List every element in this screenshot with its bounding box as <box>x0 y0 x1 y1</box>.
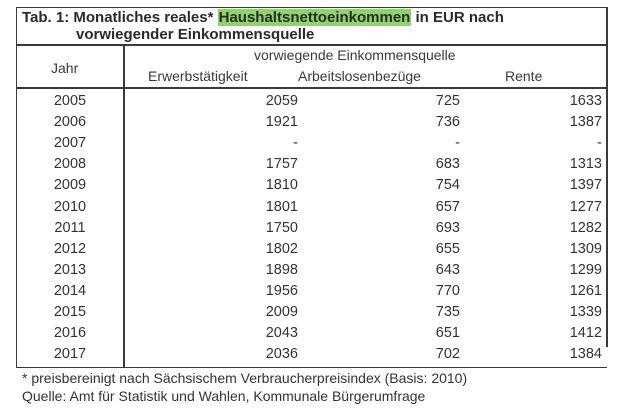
header-divider <box>16 87 607 89</box>
cell-erwerbstaetigkeit: 1898 <box>265 261 298 278</box>
cell-erwerbstaetigkeit: 1802 <box>265 240 298 257</box>
table-right-border <box>606 7 608 347</box>
cell-arbeitslosenbezuege: 702 <box>435 346 460 363</box>
cell-erwerbstaetigkeit: - <box>293 135 298 152</box>
cell-arbeitslosenbezuege: 651 <box>435 325 460 342</box>
cell-erwerbstaetigkeit: 2043 <box>265 325 298 342</box>
footnote-price-adjusted: * preisbereinigt nach Sächsischem Verbra… <box>22 370 468 386</box>
table-row: 2009 1810 754 1397 <box>16 176 607 195</box>
cell-year: 2011 <box>54 219 86 236</box>
cell-rente: 1277 <box>569 198 602 215</box>
cell-year: 2005 <box>53 93 87 109</box>
footnote-source: Quelle: Amt für Statistik und Wahlen, Ko… <box>22 388 426 404</box>
cell-rente: 1309 <box>569 240 602 257</box>
cell-arbeitslosenbezuege: 693 <box>435 219 460 236</box>
table-row: 2012 1802 655 1309 <box>16 240 607 259</box>
cell-arbeitslosenbezuege: 643 <box>435 261 460 278</box>
header-rente: Rente <box>505 68 543 84</box>
cell-arbeitslosenbezuege: 725 <box>435 93 460 109</box>
title-highlight: Haushaltsnettoeinkommen <box>217 9 412 26</box>
cell-year: 2015 <box>53 304 87 320</box>
cell-year: 2017 <box>53 346 87 363</box>
cell-arbeitslosenbezuege: 754 <box>435 177 460 194</box>
cell-arbeitslosenbezuege: 657 <box>435 198 460 215</box>
cell-rente: 1299 <box>569 261 602 278</box>
title-prefix: Tab. 1: Monatliches reales* <box>22 9 218 26</box>
title-line2: vorwiegender Einkommensquelle <box>76 26 315 43</box>
cell-erwerbstaetigkeit: 2036 <box>265 346 298 363</box>
title-divider <box>16 44 607 46</box>
cell-erwerbstaetigkeit: 2059 <box>265 93 298 109</box>
cell-year: 2010 <box>53 198 87 215</box>
cell-year: 2009 <box>53 177 87 194</box>
table-row: 2008 1757 683 1313 <box>16 155 607 174</box>
cell-rente: 1339 <box>569 304 602 320</box>
table-row: 2010 1801 657 1277 <box>16 198 607 217</box>
cell-rente: 1384 <box>569 346 602 363</box>
cell-erwerbstaetigkeit: 1810 <box>265 177 298 194</box>
header-year: Jahr <box>51 60 79 76</box>
table-row: 2011 1750 693 1282 <box>16 219 607 238</box>
cell-rente: 1633 <box>569 93 602 109</box>
cell-erwerbstaetigkeit: 2009 <box>265 304 298 320</box>
cell-arbeitslosenbezuege: 735 <box>435 304 460 320</box>
header-group: vorwiegende Einkommensquelle <box>254 47 456 63</box>
table-row: 2017 2036 702 1384 <box>16 345 607 364</box>
cell-rente: - <box>597 135 602 152</box>
cell-year: 2008 <box>53 156 87 173</box>
cell-arbeitslosenbezuege: 770 <box>435 282 460 299</box>
cell-erwerbstaetigkeit: 1757 <box>265 156 298 173</box>
cell-year: 2016 <box>53 325 87 342</box>
cell-rente: 1387 <box>569 114 602 131</box>
cell-rente: 1412 <box>569 325 602 342</box>
table-row: 2015 2009 735 1339 <box>16 303 607 322</box>
table-row: 2005 2059 725 1633 <box>16 92 607 111</box>
cell-rente: 1261 <box>569 282 602 299</box>
cell-year: 2012 <box>53 240 87 257</box>
year-column-divider <box>123 44 125 368</box>
cell-rente: 1282 <box>569 219 602 236</box>
title-suffix: in EUR nach <box>411 9 504 26</box>
cell-rente: 1313 <box>569 156 602 173</box>
table-row: 2014 1956 770 1261 <box>16 282 607 301</box>
cell-erwerbstaetigkeit: 1956 <box>265 282 298 299</box>
cell-arbeitslosenbezuege: - <box>455 135 460 152</box>
cell-year: 2013 <box>53 261 87 278</box>
cell-arbeitslosenbezuege: 736 <box>435 114 460 131</box>
cell-erwerbstaetigkeit: 1801 <box>265 198 298 215</box>
table-row: 2013 1898 643 1299 <box>16 261 607 280</box>
cell-arbeitslosenbezuege: 683 <box>435 156 460 173</box>
table-frame <box>16 7 607 368</box>
cell-year: 2007 <box>53 135 87 152</box>
header-erwerbstaetigkeit: Erwerbstätigkeit <box>148 68 248 84</box>
cell-arbeitslosenbezuege: 655 <box>435 240 460 257</box>
cell-year: 2014 <box>53 282 87 299</box>
table-row: 2016 2043 651 1412 <box>16 324 607 343</box>
cell-year: 2006 <box>53 114 87 131</box>
header-arbeitslosenbezuege: Arbeitslosenbezüge <box>298 68 421 84</box>
cell-erwerbstaetigkeit: 1921 <box>265 114 298 131</box>
table-title: Tab. 1: Monatliches reales* Haushaltsnet… <box>22 9 602 43</box>
table-row: 2006 1921 736 1387 <box>16 113 607 132</box>
cell-erwerbstaetigkeit: 1750 <box>265 219 298 236</box>
cell-rente: 1397 <box>569 177 602 194</box>
table-row: 2007 - - - <box>16 134 607 153</box>
